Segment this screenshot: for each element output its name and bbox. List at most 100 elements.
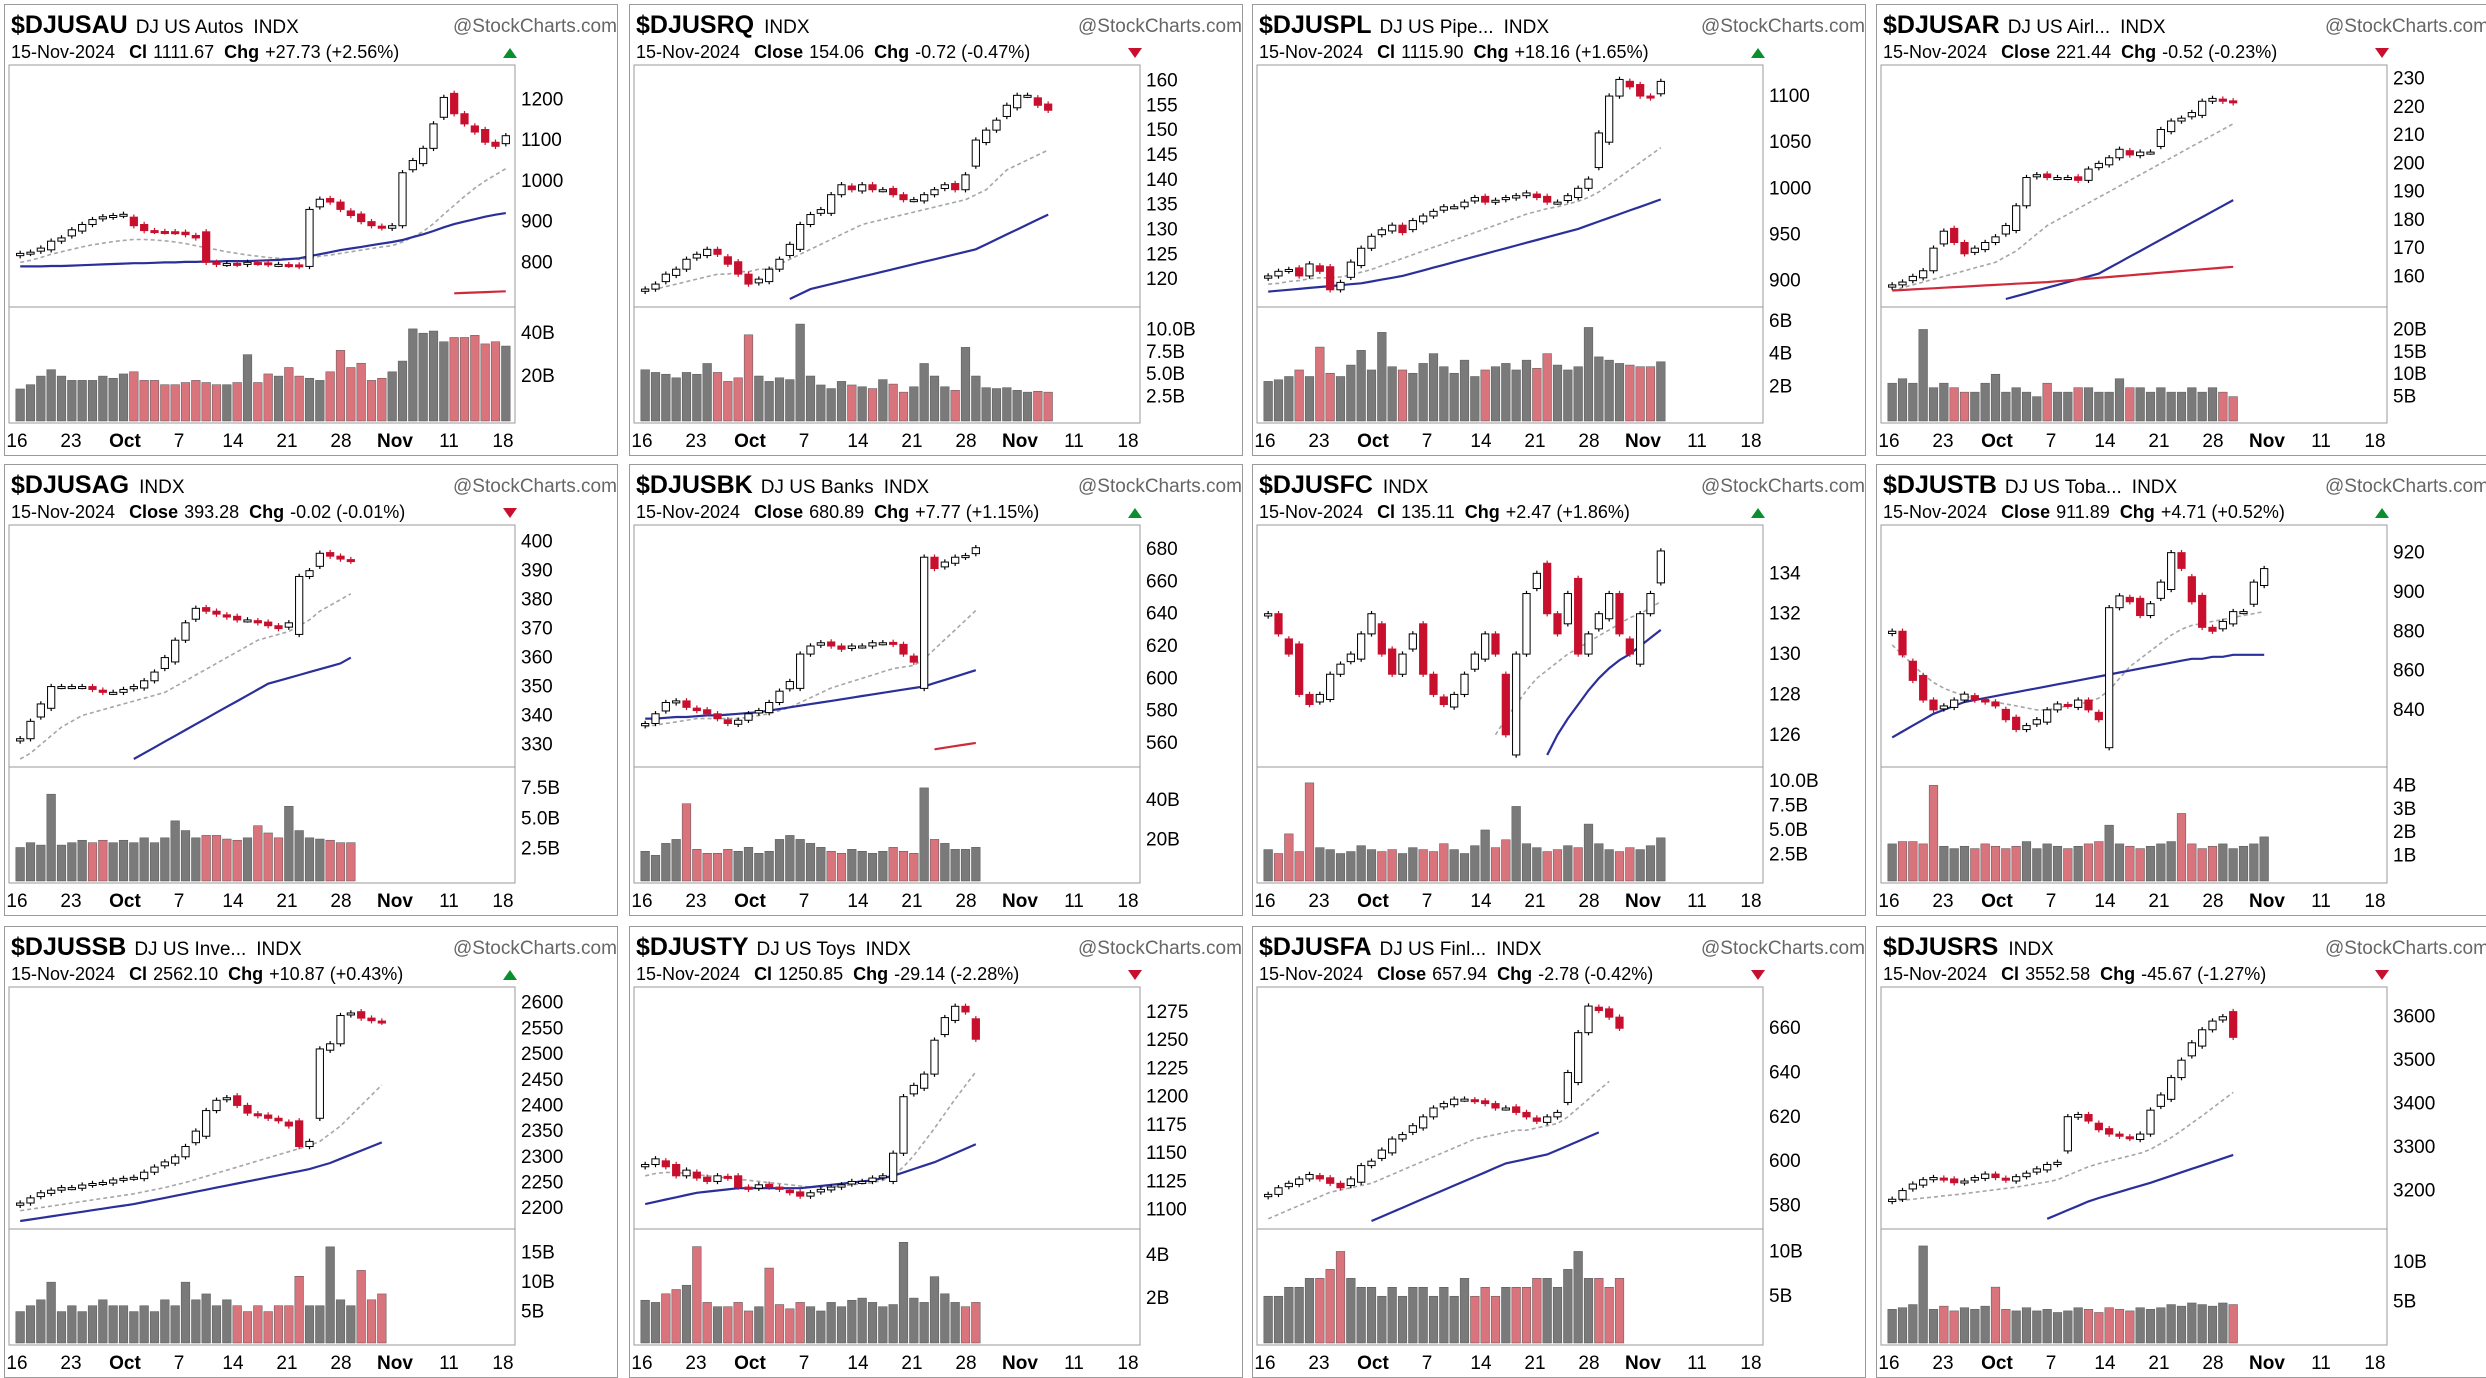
y-tick-label: 120 [1146, 269, 1178, 290]
x-tick-label: 21 [901, 1353, 922, 1374]
volume-bar [98, 1299, 108, 1344]
chart-header-title: $DJUSFC INDX [1259, 471, 1429, 499]
volume-bar [160, 837, 170, 882]
volume-bar [2001, 1309, 2011, 1344]
x-tick-label: 14 [2094, 431, 2116, 452]
volume-bar [1470, 376, 1480, 422]
candle-body [2074, 176, 2083, 181]
candle-body [2218, 620, 2227, 630]
volume-bar [991, 388, 1002, 422]
x-tick-label: 28 [955, 891, 976, 912]
volume-bar [1949, 848, 1959, 882]
candle-body [26, 720, 35, 740]
last-value: 3552.58 [2025, 964, 2090, 984]
y-tick-label: 210 [2393, 125, 2425, 146]
chart-panel[interactable]: $DJUSTY DJ US Toys INDX @StockCharts.com 15-… [629, 926, 1243, 1378]
candle-body [2022, 725, 2031, 731]
volume-bar [888, 1304, 898, 1344]
volume-bar [1521, 1287, 1532, 1344]
volume-bar [774, 377, 785, 422]
candle-body [2074, 699, 2083, 708]
candle-body [326, 198, 335, 203]
candle-body [2146, 603, 2155, 617]
volume-bar [222, 384, 232, 422]
chart-panel[interactable]: $DJUSTB DJ US Toba... INDX @StockCharts.com… [1876, 464, 2486, 916]
chart-panel[interactable]: $DJUSFC INDX @StockCharts.com 15-Nov-2024 Cl… [1252, 464, 1866, 916]
change-label: Chg [1497, 964, 1532, 984]
chart-panel[interactable]: $DJUSFA DJ US Finl... INDX @StockCharts.com… [1252, 926, 1866, 1378]
chart-panel[interactable]: $DJUSRS INDX @StockCharts.com 15-Nov-2024 Cl… [1876, 926, 2486, 1378]
candle-body [1326, 266, 1335, 291]
candle-body [2063, 1116, 2072, 1152]
volume-bar [1511, 806, 1521, 882]
volume-bar [847, 1299, 857, 1344]
volume-bar [25, 384, 36, 422]
volume-bar [1614, 1278, 1625, 1344]
candle-body [785, 243, 794, 257]
chart-header-title: $DJUSTB DJ US Toba... INDX [1883, 471, 2178, 499]
volume-bar [754, 375, 764, 422]
x-tick-label: 16 [631, 431, 652, 452]
volume-bar [1918, 843, 1928, 882]
y-tick-label: 840 [2393, 700, 2425, 721]
candle-body [88, 686, 97, 690]
x-tick-label: 14 [1470, 891, 1492, 912]
chart-panel[interactable]: $DJUSBK DJ US Banks INDX @StockCharts.com 15… [629, 464, 1243, 916]
volume-bar [1366, 1287, 1377, 1344]
volume-bar [139, 1305, 149, 1344]
volume-bar [1511, 369, 1521, 422]
candle-body [1315, 1175, 1324, 1180]
last-value: 680.89 [809, 502, 864, 522]
candle-body [1419, 623, 1428, 675]
candle-body [692, 253, 701, 259]
candle-body [878, 642, 887, 646]
change-value: -2.78 (-0.42%) [1538, 964, 1653, 984]
chart-panel[interactable]: $DJUSRQ INDX @StockCharts.com 15-Nov-2024 Cl… [629, 4, 1243, 456]
change-label: Chg [2120, 502, 2155, 522]
chart-header-title: $DJUSSB DJ US Inve... INDX [11, 933, 302, 961]
chart-panel[interactable]: $DJUSSB DJ US Inve... INDX @StockCharts.com… [4, 926, 618, 1378]
x-tick-label: Nov [377, 891, 413, 912]
ma-mid-line [2046, 1153, 2234, 1220]
candle-body [181, 1146, 190, 1158]
candle-body [305, 208, 314, 267]
volume-tick-label: 15B [2393, 342, 2427, 363]
chart-header-quote: 15-Nov-2024 Close 393.28 Chg -0.02 (-0.01%) [11, 502, 405, 522]
candle-body [2208, 97, 2217, 102]
candle-body [191, 234, 200, 239]
candle-body [1274, 613, 1283, 635]
stockcharts-logo: @StockCharts.com [453, 938, 617, 959]
volume-bar [1542, 353, 1552, 422]
chart-panel[interactable]: $DJUSAG INDX @StockCharts.com 15-Nov-2024 Cl… [4, 464, 618, 916]
chart-exchange: INDX [1504, 17, 1550, 38]
volume-bar [1604, 1287, 1614, 1344]
volume-bar [2166, 1304, 2176, 1344]
volume-bar [650, 1302, 661, 1344]
candle-body [992, 119, 1001, 131]
volume-bar [1908, 382, 1918, 422]
candle-body [2053, 177, 2062, 181]
x-tick-label: 21 [901, 891, 922, 912]
chart-date: 15-Nov-2024 [1259, 42, 1363, 62]
volume-bar [1897, 841, 1908, 882]
candle-body [1419, 215, 1428, 223]
candle-body [88, 1183, 97, 1187]
volume-bar [2094, 1312, 2104, 1344]
change-value: +27.73 (+2.56%) [265, 42, 399, 62]
chart-panel[interactable]: $DJUSAU DJ US Autos INDX @StockCharts.com 15… [4, 4, 618, 456]
up-triangle-icon [1751, 508, 1765, 518]
volume-bar [36, 1299, 46, 1344]
candle-body [109, 691, 118, 695]
x-tick-label: Oct [109, 431, 141, 452]
volume-bar [15, 847, 25, 882]
chart-name: DJ US Inve... [134, 939, 246, 960]
volume-bar [1294, 369, 1304, 422]
volume-bar [263, 832, 273, 882]
change-value: -45.67 (-1.27%) [2141, 964, 2266, 984]
down-triangle-icon [1128, 970, 1142, 980]
chart-panel[interactable]: $DJUSPL DJ US Pipe... INDX @StockCharts.com… [1252, 4, 1866, 456]
candle-body [1377, 1149, 1386, 1159]
x-tick-label: 16 [1254, 431, 1275, 452]
y-tick-label: 1175 [1146, 1115, 1187, 1136]
chart-panel[interactable]: $DJUSAR DJ US Airl... INDX @StockCharts.com… [1876, 4, 2486, 456]
